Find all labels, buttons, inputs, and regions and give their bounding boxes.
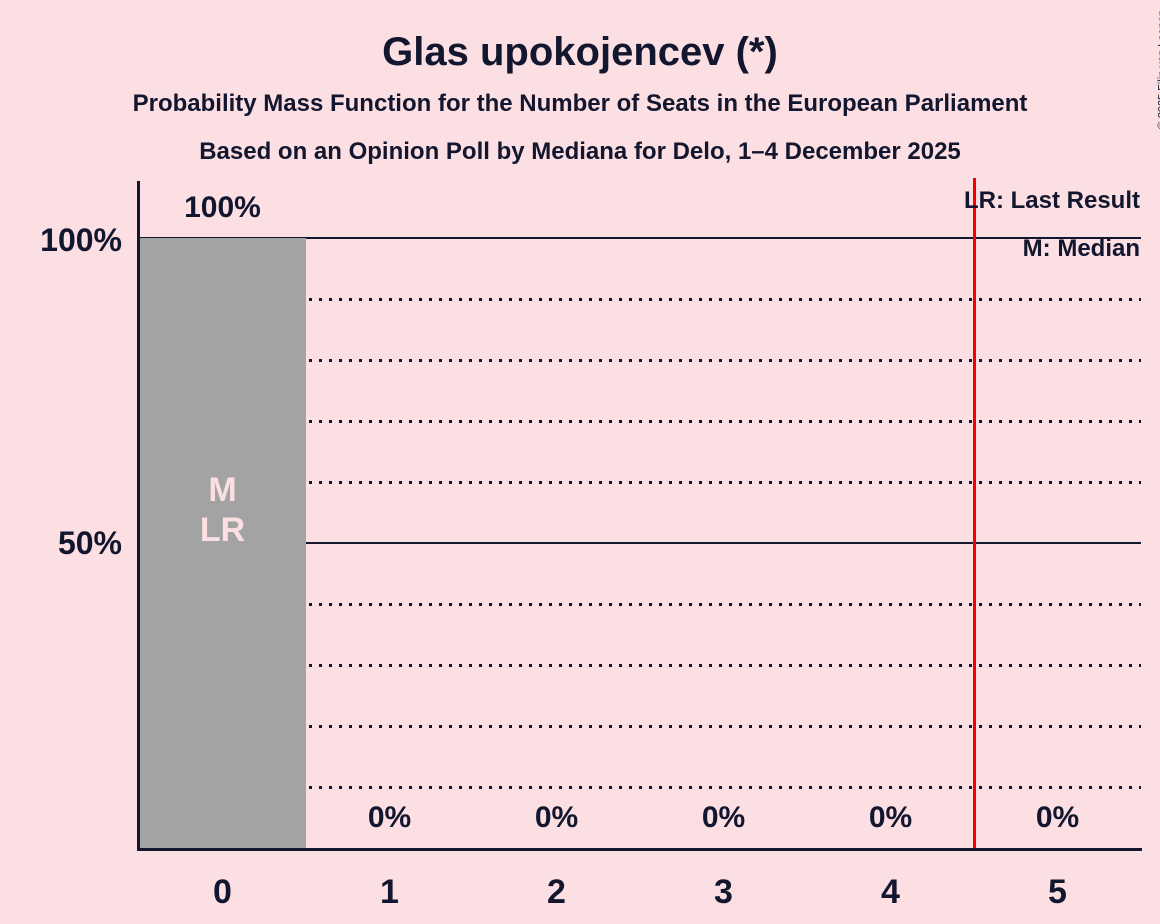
x-tick-label-0: 0 <box>213 873 232 911</box>
x-axis-line <box>137 848 1142 851</box>
gridline-20-dotted <box>139 725 1141 728</box>
gridline-10-dotted <box>139 786 1141 789</box>
x-tick-label-1: 1 <box>380 873 399 911</box>
y-axis-label-100: 100% <box>40 222 122 258</box>
y-axis-line <box>137 181 140 851</box>
last-result-marker-label: LR <box>199 511 246 549</box>
value-label-seats-4: 0% <box>868 801 913 834</box>
median-marker-label: M <box>208 471 237 509</box>
copyright-notice: © 2025 Filip van Laenen <box>1156 10 1160 129</box>
plot-area: M LR 100% 0% 0% 0% 0% 0% <box>139 178 1141 848</box>
gridline-60-dotted <box>139 481 1141 484</box>
bar-annotation-seat-0: M LR <box>139 470 306 550</box>
chart-subtitle: Probability Mass Function for the Number… <box>132 90 1028 117</box>
x-tick-label-5: 5 <box>1048 873 1067 911</box>
bar-seats-0 <box>139 238 306 848</box>
x-axis-labels: 0 1 2 3 4 5 <box>139 868 1141 916</box>
x-tick-label-2: 2 <box>547 873 566 911</box>
gridline-90-dotted <box>139 298 1141 301</box>
value-label-seats-0: 100% <box>184 191 261 224</box>
x-tick-label-4: 4 <box>881 873 900 911</box>
chart-poll-info: Based on an Opinion Poll by Mediana for … <box>199 138 961 165</box>
value-label-seats-1: 0% <box>367 801 412 834</box>
value-label-seats-5: 0% <box>1035 801 1080 834</box>
red-vertical-line <box>972 178 976 848</box>
gridline-50-solid <box>139 542 1141 544</box>
chart-title: Glas upokojencev (*) <box>382 30 778 74</box>
gridline-80-dotted <box>139 359 1141 362</box>
gridline-40-dotted <box>139 603 1141 606</box>
gridline-30-dotted <box>139 664 1141 667</box>
value-label-seats-2: 0% <box>534 801 579 834</box>
legend-median: M: Median <box>1022 235 1140 262</box>
x-tick-label-3: 3 <box>714 873 733 911</box>
gridline-70-dotted <box>139 420 1141 423</box>
value-label-seats-3: 0% <box>701 801 746 834</box>
gridline-100-solid <box>139 237 1141 239</box>
legend-last-result: LR: Last Result <box>963 187 1140 214</box>
y-axis-label-50: 50% <box>57 525 122 561</box>
